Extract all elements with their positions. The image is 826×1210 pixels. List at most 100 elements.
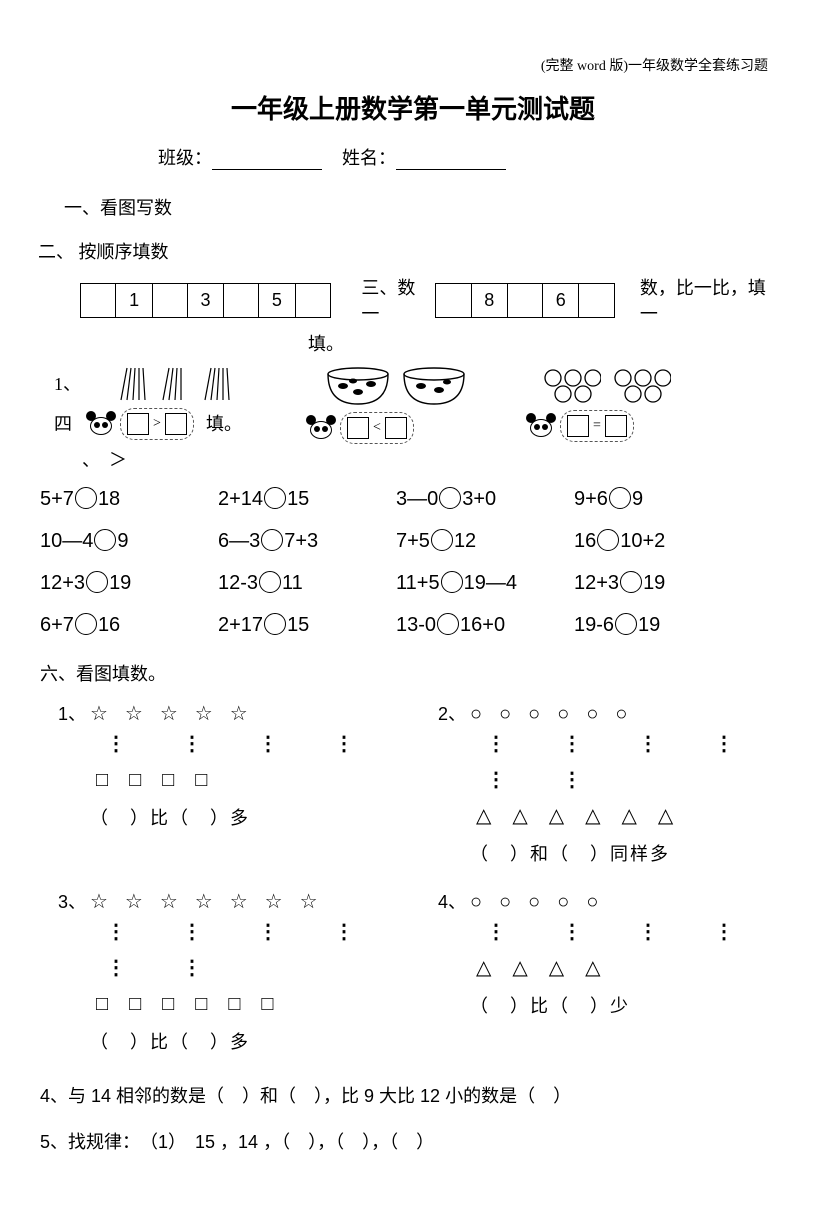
shape-dots-row: ⋮ ⋮ ⋮ ⋮ ⋮ ⋮	[486, 726, 758, 798]
equation-cell: 12+319	[40, 562, 218, 604]
shape-dots-row: ⋮ ⋮ ⋮ ⋮ ⋮ ⋮	[106, 914, 378, 986]
section-6-heading: 六、看图填数。	[40, 660, 768, 686]
seq2-cell[interactable]	[579, 283, 614, 317]
seq1-cell[interactable]	[152, 283, 187, 317]
pic-qnum: 1、	[54, 370, 81, 396]
stick-bundle-icon	[159, 366, 193, 402]
name-blank[interactable]	[396, 152, 506, 170]
ltgt-fragment: 、 ＞	[82, 446, 768, 472]
gt-sign: >	[153, 416, 161, 432]
equation-cell: 12-311	[218, 562, 396, 604]
section-3-inline: 三、数一	[361, 274, 425, 326]
question-4-neighbors: 4、与 14 相邻的数是（ ）和（ ），比 9 大比 12 小的数是（ ）	[40, 1078, 768, 1114]
answer-box[interactable]	[567, 415, 589, 437]
compare-circle[interactable]	[441, 571, 463, 593]
seq1-cell[interactable]	[81, 283, 116, 317]
fill-text-inline: 填。	[206, 410, 242, 436]
equation-cell: 1610+2	[574, 520, 752, 562]
student-info-line: 班级： 姓名：	[58, 144, 768, 170]
compare-circle[interactable]	[620, 571, 642, 593]
equation-grid: 5+7182+14153—03+09+6910—496—37+37+512161…	[40, 478, 768, 646]
answer-box[interactable]	[127, 413, 149, 435]
page-title: 一年级上册数学第一单元测试题	[58, 89, 768, 126]
equation-cell: 5+718	[40, 478, 218, 520]
shape-bottom-row: △ △ △ △	[476, 950, 758, 986]
panda-icon	[86, 411, 116, 437]
equation-cell: 11+519—4	[396, 562, 574, 604]
class-blank[interactable]	[212, 152, 322, 170]
stick-bundle-icon	[117, 366, 151, 402]
class-label: 班级：	[158, 148, 212, 168]
seq1-cell: 3	[187, 283, 223, 317]
equation-cell: 6+716	[40, 604, 218, 646]
compare-circle[interactable]	[431, 529, 453, 551]
sequence-table-1: 1 3 5	[80, 283, 330, 318]
seq2-cell: 8	[471, 283, 507, 317]
shape-top-row: ☆ ☆ ☆ ☆ ☆ ☆ ☆	[90, 891, 324, 913]
equation-cell: 9+69	[574, 478, 752, 520]
equation-cell: 2+1415	[218, 478, 396, 520]
shape-dots-row: ⋮ ⋮ ⋮ ⋮	[106, 726, 378, 762]
shape-bottom-row: □ □ □ □ □ □	[96, 986, 378, 1022]
shape-qnum: 4、	[438, 888, 470, 914]
stick-bundle-icon	[201, 366, 235, 402]
seq1-cell[interactable]	[224, 283, 259, 317]
shape-answer-line: （ ）比（ ）多	[90, 1028, 378, 1054]
sequence-row: 1 3 5 三、数一 8 6 数，比一比，填一	[58, 274, 768, 326]
shape-answer-line: （ ）比（ ）多	[90, 804, 378, 830]
picture-compare-row: 1、 四 填。 >	[58, 366, 768, 444]
seq2-cell[interactable]	[436, 283, 471, 317]
compare-circle[interactable]	[259, 571, 281, 593]
answer-box[interactable]	[605, 415, 627, 437]
answer-box[interactable]	[347, 417, 369, 439]
shape-question: 4、○ ○ ○ ○ ○⋮ ⋮ ⋮ ⋮△ △ △ △（ ）比（ ）少	[438, 888, 758, 1068]
compare-circle[interactable]	[615, 613, 637, 635]
fishbowl-icon	[399, 366, 469, 406]
compare-circle[interactable]	[75, 613, 97, 635]
shape-question: 3、☆ ☆ ☆ ☆ ☆ ☆ ☆⋮ ⋮ ⋮ ⋮ ⋮ ⋮□ □ □ □ □ □ （ ）…	[58, 888, 378, 1068]
compare-cloud: <	[340, 412, 414, 444]
compare-circle[interactable]	[264, 613, 286, 635]
fruit-group-icon	[541, 366, 601, 404]
pic-bowls: <	[306, 366, 486, 444]
seq1-cell: 1	[116, 283, 152, 317]
shape-answer-line: （ ）比（ ）少	[470, 992, 758, 1018]
equation-cell: 7+512	[396, 520, 574, 562]
name-label: 姓名：	[342, 148, 396, 168]
shape-top-row: ☆ ☆ ☆ ☆ ☆	[90, 703, 254, 725]
compare-circle[interactable]	[75, 487, 97, 509]
answer-box[interactable]	[165, 413, 187, 435]
seq1-cell: 5	[259, 283, 295, 317]
shape-qnum: 2、	[438, 700, 470, 726]
section-3-tail: 数，比一比，填一	[640, 274, 768, 326]
compare-circle[interactable]	[437, 613, 459, 635]
compare-circle[interactable]	[597, 529, 619, 551]
compare-circle[interactable]	[439, 487, 461, 509]
section-2-heading: 二、 按顺序填数	[38, 238, 768, 264]
lt-sign: <	[373, 420, 381, 436]
question-5-pattern: 5、找规律： （1） 15 ，14 ，（ ），（ ），（ ）	[40, 1124, 768, 1160]
fruit-group-icon	[611, 366, 671, 404]
compare-circle[interactable]	[609, 487, 631, 509]
seq2-cell[interactable]	[507, 283, 542, 317]
shape-bottom-row: □ □ □ □	[96, 762, 378, 798]
seq1-cell[interactable]	[295, 283, 330, 317]
equation-cell: 10—49	[40, 520, 218, 562]
equation-cell: 12+319	[574, 562, 752, 604]
pic-fruits: =	[526, 366, 686, 444]
equation-cell: 2+1715	[218, 604, 396, 646]
compare-circle[interactable]	[86, 571, 108, 593]
shape-qnum: 3、	[58, 888, 90, 914]
shape-bottom-row: △ △ △ △ △ △	[476, 798, 758, 834]
answer-box[interactable]	[385, 417, 407, 439]
shape-question: 2、○ ○ ○ ○ ○ ○⋮ ⋮ ⋮ ⋮ ⋮ ⋮△ △ △ △ △ △（ ）和（…	[438, 700, 758, 880]
compare-circle[interactable]	[261, 529, 283, 551]
equation-cell: 6—37+3	[218, 520, 396, 562]
seq2-cell: 6	[543, 283, 579, 317]
compare-circle[interactable]	[94, 529, 116, 551]
compare-cloud: >	[120, 408, 194, 440]
compare-circle[interactable]	[264, 487, 286, 509]
fishbowl-icon	[323, 366, 393, 406]
panda-icon	[526, 413, 556, 439]
shape-answer-line: （ ）和（ ）同样多	[470, 840, 758, 866]
